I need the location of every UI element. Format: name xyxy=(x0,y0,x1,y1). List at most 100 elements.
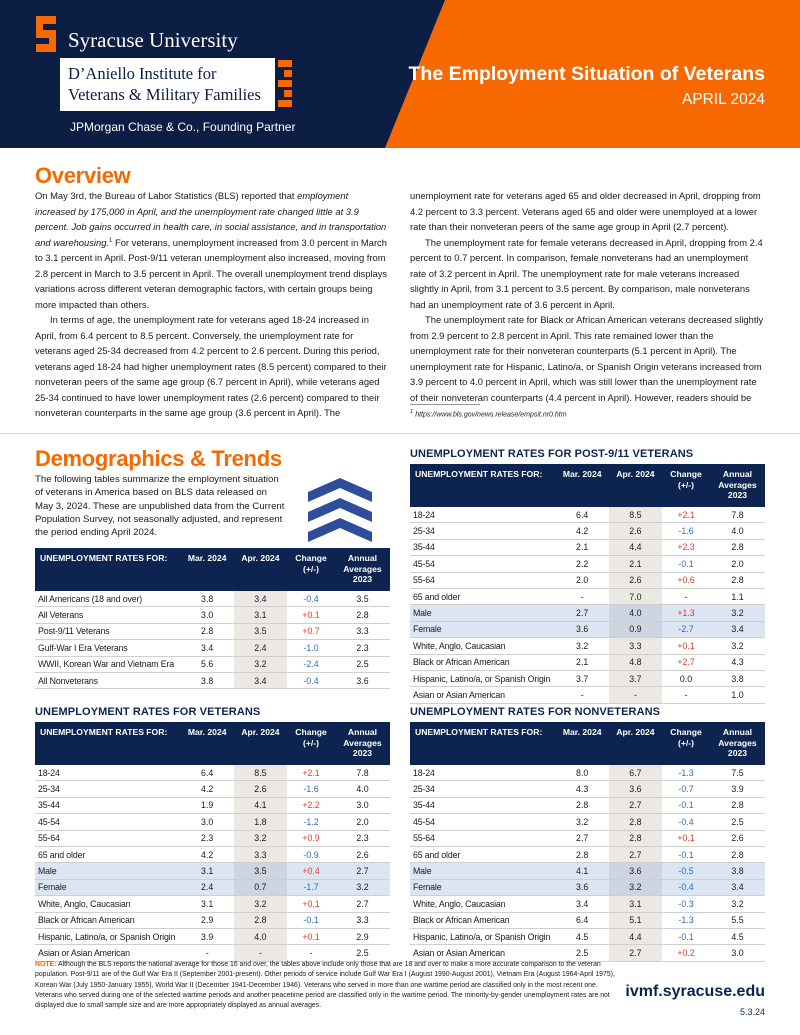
cell: +0.2 xyxy=(662,944,710,962)
column-header: Mar. 2024 xyxy=(555,464,609,507)
column-header: UNEMPLOYMENT RATES FOR: xyxy=(410,722,556,765)
table-row: Asian or Asian American - - -2.5 xyxy=(35,944,390,962)
cell: 4.0 xyxy=(233,928,288,946)
cell: -0.1 xyxy=(662,797,710,815)
cell: 4.1 xyxy=(233,797,288,815)
cell: 3.6 xyxy=(555,621,609,639)
cell: 3.8 xyxy=(180,591,234,608)
row-label: Male xyxy=(410,604,556,622)
cell: +0.1 xyxy=(662,637,710,655)
cell: +2.2 xyxy=(287,797,335,815)
cell: 2.8 xyxy=(608,813,663,831)
table-body: 18-24 8.0 6.7 -1.3 7.5 25-34 4.3 3.6 -0.7 3.9 35-4… xyxy=(410,765,765,962)
column-header: Change (+/-) xyxy=(287,722,335,765)
cell: 3.4 xyxy=(180,639,234,657)
cell: 2.5 xyxy=(555,944,609,962)
cell: 4.4 xyxy=(608,928,663,946)
table-row: Hispanic, Latino/a, or Spanish Origin 3.7… xyxy=(410,670,765,688)
row-label: WWII, Korean War and Vietnam Era xyxy=(35,656,181,673)
table-row: 18-24 8.0 6.7 -1.3 7.5 xyxy=(410,765,765,782)
cell: 3.6 xyxy=(334,672,390,690)
column-header: Apr. 2024 xyxy=(233,722,288,765)
row-label: 35-44 xyxy=(35,797,181,815)
cell: 3.7 xyxy=(555,670,609,688)
university-name: Syracuse University xyxy=(68,28,238,52)
row-label: 35-44 xyxy=(410,797,556,815)
row-label: Male xyxy=(410,862,556,880)
row-label: Female xyxy=(410,621,556,639)
cell: +1.3 xyxy=(662,604,710,622)
logo-mark xyxy=(36,16,56,52)
table-row: All Nonveterans 3.8 3.4 -0.4 3.6 xyxy=(35,672,390,690)
table-block: UNEMPLOYMENT RATES FOR: Mar. 2024 Apr. 202… xyxy=(35,548,390,690)
paragraph: In terms of age, the unemployment rate f… xyxy=(35,190,761,418)
table-row: Black or African American 2.1 4.8 +2.7 4.3 xyxy=(410,654,765,671)
row-label: Post-9/11 Veterans xyxy=(35,623,181,641)
cell: -0.4 xyxy=(662,813,710,831)
cell: 0.9 xyxy=(608,621,663,639)
cell: 4.2 xyxy=(180,846,234,864)
cell: 2.6 xyxy=(709,830,765,847)
row-label: White, Anglo, Caucasian xyxy=(410,895,556,913)
paragraph: The unemployment rate for Black or Afric… xyxy=(410,314,764,403)
cell: +0.1 xyxy=(287,895,335,913)
cell: - xyxy=(555,588,609,606)
cell: +0.1 xyxy=(287,928,335,946)
report-date: APRIL 2024 xyxy=(682,91,765,108)
cell: 2.8 xyxy=(709,539,765,557)
table-row: Female 3.6 3.2 -0.4 3.4 xyxy=(410,879,765,897)
cell: 3.3 xyxy=(233,846,288,864)
text: For veterans, unemployment increased fro… xyxy=(35,236,388,310)
cell: -1.3 xyxy=(662,912,710,929)
cell: +2.1 xyxy=(287,765,335,782)
cell: 3.0 xyxy=(180,813,234,831)
cell: 2.0 xyxy=(334,813,390,831)
cell: 3.3 xyxy=(334,912,390,929)
cell: 3.2 xyxy=(709,604,765,622)
table-row: 25-34 4.2 2.6 -1.6 4.0 xyxy=(410,522,765,540)
row-label: 65 and older xyxy=(410,588,556,606)
cell: 2.8 xyxy=(709,572,765,589)
cell: 7.5 xyxy=(709,765,765,782)
row-label: Asian or Asian American xyxy=(410,944,556,962)
cell: 3.8 xyxy=(709,862,765,880)
row-label: 18-24 xyxy=(410,765,556,782)
cell: 3.2 xyxy=(555,813,609,831)
institute-box xyxy=(60,58,275,111)
table-row: 45-54 3.0 1.8 -1.2 2.0 xyxy=(35,813,390,831)
cell: 3.1 xyxy=(233,606,288,624)
cell: 3.4 xyxy=(555,895,609,913)
cell: -0.4 xyxy=(662,879,710,897)
row-label: Black or African American xyxy=(410,912,556,929)
cell: 1.8 xyxy=(233,813,288,831)
table: UNEMPLOYMENT RATES FOR: Mar. 2024 Apr. 202… xyxy=(410,722,765,962)
cell: 4.3 xyxy=(709,654,765,671)
header-banner: Syracuse University D’Aniello Institute … xyxy=(0,0,800,148)
table-row: Male 2.7 4.0 +1.3 3.2 xyxy=(410,604,765,622)
row-label: 25-34 xyxy=(410,522,556,540)
cell: -0.1 xyxy=(662,555,710,573)
column-header: Apr. 2024 xyxy=(233,548,288,591)
row-label: 65 and older xyxy=(35,846,181,864)
row-label: Female xyxy=(410,879,556,897)
cell: 4.8 xyxy=(608,654,663,671)
cell: 2.8 xyxy=(180,623,234,641)
table-row: WWII, Korean War and Vietnam Era 5.6 3.2 -2… xyxy=(35,656,390,673)
column-header: UNEMPLOYMENT RATES FOR: xyxy=(410,464,556,507)
cell: -2.7 xyxy=(662,621,710,639)
column-header: Change (+/-) xyxy=(662,464,710,507)
cell: 2.7 xyxy=(334,895,390,913)
cell: 4.4 xyxy=(608,539,663,557)
table-row: 65 and older 2.8 2.7 -0.1 2.8 xyxy=(410,846,765,864)
table-row: 18-24 6.4 8.5 +2.1 7.8 xyxy=(35,765,390,782)
institute-name: Veterans & Military Families xyxy=(68,85,261,104)
cell: 2.6 xyxy=(334,846,390,864)
cell: 4.1 xyxy=(555,862,609,880)
cell: 1.1 xyxy=(709,588,765,606)
cell: 2.0 xyxy=(709,555,765,573)
cell: 2.5 xyxy=(709,813,765,831)
cell: 3.5 xyxy=(233,623,288,641)
table: UNEMPLOYMENT RATES FOR: Mar. 2024 Apr. 202… xyxy=(35,548,390,690)
column-header: Apr. 2024 xyxy=(608,464,663,507)
cell: -0.1 xyxy=(662,928,710,946)
